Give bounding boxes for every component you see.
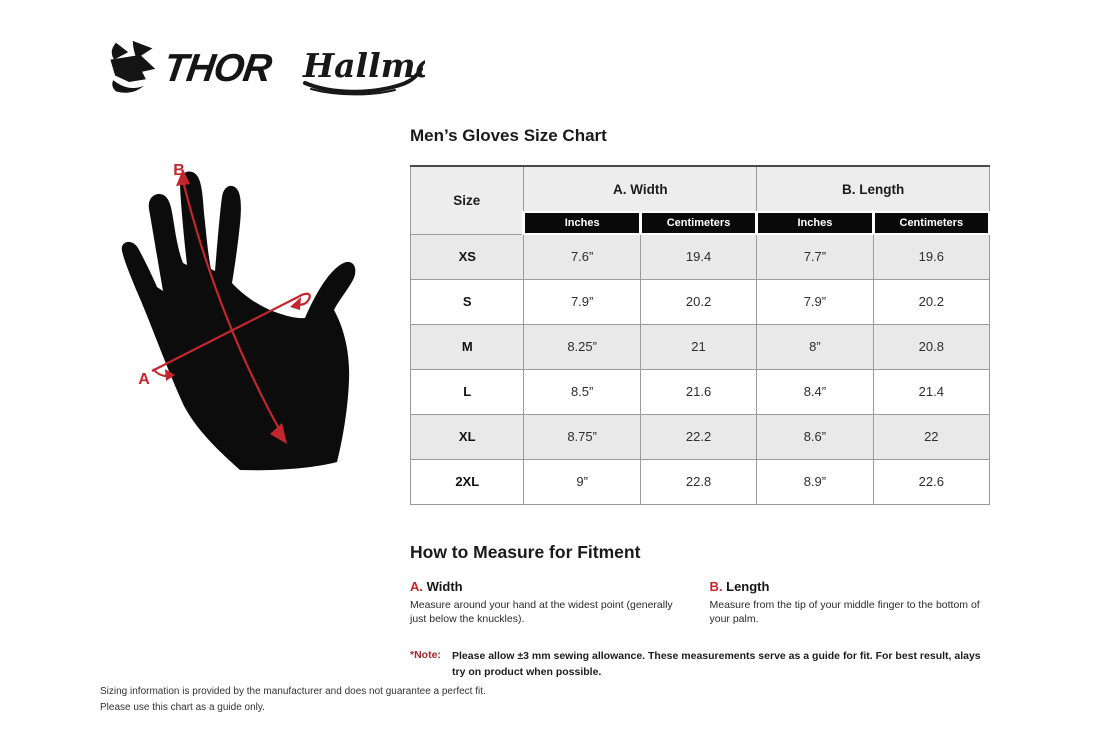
measure-item-length: B. Length Measure from the tip of your m… [710,579,992,627]
width-inches: 8.25” [523,323,641,370]
hallman-swash-tail [309,88,396,96]
width-cm: 22.2 [639,413,758,460]
size-value: 2XL [409,458,525,505]
length-inches: 8” [756,323,874,370]
chart-column: Men’s Gloves Size Chart Size A. Width B.… [409,126,992,681]
size-value: M [409,323,525,370]
length-cm: 22 [872,413,991,460]
thor-helmet-icon [110,40,156,93]
table-row: XL 8.75” 22.2 8.6” 22 [409,413,991,460]
subheader-centimeters: Centimeters [638,211,759,235]
width-inches: 7.6” [523,233,641,280]
subheader-inches: Inches [522,211,642,235]
note-label: *Note: [410,648,441,661]
width-inches: 8.75” [523,413,641,460]
width-inches: 9” [523,458,641,505]
measure-instructions: A. Width Measure around your hand at the… [410,579,991,627]
note-text: Please allow ±3 mm sewing allowance. The… [452,649,981,678]
length-inches: 8.4” [756,368,874,415]
subheader-centimeters: Centimeters [871,211,992,235]
width-cm: 21.6 [639,368,758,415]
col-group-length: B. Length [756,165,990,213]
width-cm: 21 [639,323,758,370]
table-row: S 7.9” 20.2 7.9” 20.2 [409,278,991,325]
disclaimer: Sizing information is provided by the ma… [100,684,486,715]
length-cm: 20.8 [872,323,991,370]
label-b: B [173,162,185,179]
length-cm: 19.6 [872,233,991,280]
disclaimer-line-1: Sizing information is provided by the ma… [100,686,486,697]
col-header-size: Size [409,165,525,235]
note-block: *Note: Please allow ±3 mm sewing allowan… [410,649,991,681]
table-row: L 8.5” 21.6 8.4” 21.4 [409,368,991,415]
thor-logo: THOR [102,39,274,97]
hallman-swash [302,67,423,94]
col-group-width: A. Width [523,165,758,213]
measure-section-title: How to Measure for Fitment [410,541,641,562]
page-title: Men’s Gloves Size Chart [410,126,607,145]
length-inches: 7.9” [756,278,874,325]
measure-text-length: Measure from the tip of your middle fing… [709,598,980,626]
measurement-arrow-b [176,169,287,444]
length-inches: 7.7” [756,233,874,280]
length-cm: 20.2 [872,278,991,325]
size-value: XL [409,413,525,460]
measure-label-width: Width [426,578,463,594]
measure-key-a: A. [410,578,423,594]
length-inches: 8.9” [756,458,874,505]
table-row: M 8.25” 21 8” 20.8 [409,323,991,370]
width-inches: 7.9” [523,278,641,325]
measure-label-length: Length [726,578,770,594]
width-inches: 8.5” [523,368,641,415]
size-value: S [409,278,525,325]
hand-silhouette [121,171,356,471]
thor-wordmark: THOR [160,46,274,90]
table-row: XS 7.6” 19.4 7.7” 19.6 [409,233,991,280]
measurement-arrow-a [151,292,311,381]
subheader-inches: Inches [755,211,875,235]
length-cm: 21.4 [872,368,991,415]
size-chart-table: Size A. Width B. Length Inches Centimete… [409,165,992,505]
hallman-logo: Hallman [297,37,425,99]
label-a: A [138,371,150,388]
length-inches: 8.6” [756,413,874,460]
measure-item-width: A. Width Measure around your hand at the… [410,579,692,627]
brand-logos: THOR Hallman [102,36,425,100]
size-value: XS [409,233,525,280]
size-value: L [409,368,525,415]
width-cm: 19.4 [639,233,758,280]
length-cm: 22.6 [872,458,991,505]
table-row: 2XL 9” 22.8 8.9” 22.6 [409,458,991,505]
width-cm: 20.2 [639,278,758,325]
measure-text-width: Measure around your hand at the widest p… [410,598,673,626]
glove-diagram: B A [95,148,415,480]
hallman-wordmark: Hallman [302,46,425,85]
width-cm: 22.8 [639,458,758,505]
measure-key-b: B. [709,578,723,594]
disclaimer-line-2: Please use this chart as a guide only. [100,701,265,713]
